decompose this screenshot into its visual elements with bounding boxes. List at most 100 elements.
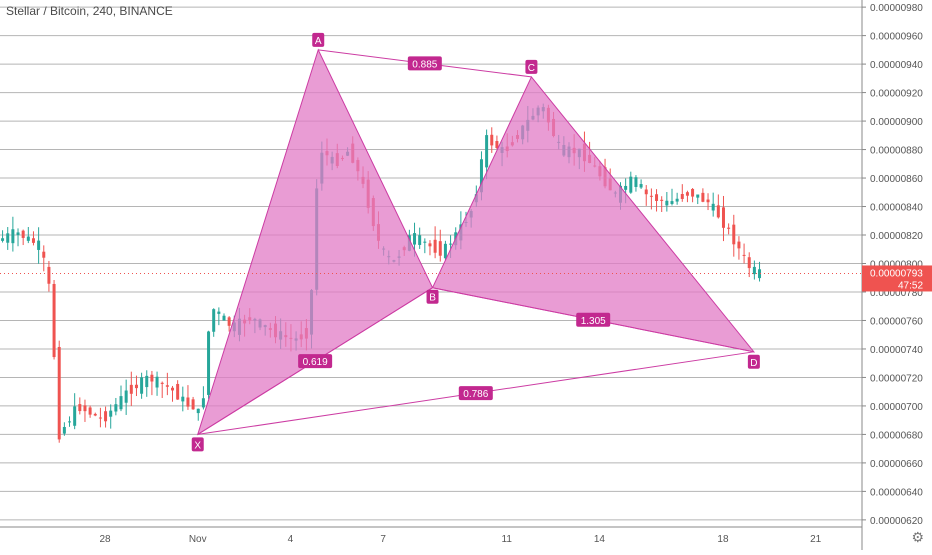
price-tick-label: 0.00000720: [870, 373, 923, 384]
candle-body: [11, 229, 15, 244]
pattern-triangle-bcd: [431, 75, 756, 353]
candle-body: [47, 266, 51, 284]
price-tick-label: 0.00000660: [870, 459, 923, 470]
candle-body: [727, 227, 731, 229]
time-tick-label: 21: [810, 534, 822, 545]
candle-body: [696, 194, 700, 198]
candle-body: [129, 384, 133, 394]
current-price-tag: [862, 265, 932, 292]
ratio-label-bd-bg: [576, 312, 611, 327]
candle-body: [752, 266, 756, 275]
candle-body: [711, 203, 715, 211]
candle-body: [737, 241, 741, 249]
candle-body: [83, 405, 87, 412]
candle-body: [495, 141, 499, 148]
candle-body: [124, 390, 128, 403]
candle-body: [52, 283, 56, 358]
price-tick-label: 0.00000700: [870, 402, 923, 413]
gear-icon[interactable]: ⚙: [911, 529, 924, 545]
candle-body: [201, 398, 205, 408]
candle-body: [680, 194, 684, 199]
candle-body: [742, 254, 746, 256]
candle-body: [675, 198, 679, 202]
candle-body: [644, 189, 648, 195]
current-price-value: 0.00000793: [870, 268, 923, 279]
pattern-point-x-text: X: [194, 440, 201, 451]
pattern-triangle-xab: [196, 48, 434, 436]
candle-body: [660, 199, 664, 201]
candle-body: [732, 224, 736, 245]
price-tick-label: 0.00000960: [870, 32, 923, 43]
price-tick-label: 0.00000840: [870, 203, 923, 214]
price-tick-label: 0.00000920: [870, 89, 923, 100]
candle-body: [191, 399, 195, 410]
candle-body: [449, 243, 453, 245]
price-tick-label: 0.00000980: [870, 3, 923, 14]
candle-body: [37, 240, 41, 250]
pattern-point-b: B: [426, 289, 439, 304]
candle-body: [758, 269, 762, 279]
candle-body: [31, 238, 35, 243]
candle-body: [73, 406, 77, 426]
candle-body: [145, 375, 149, 388]
ratio-label-xd: 0.786: [458, 386, 493, 401]
candle-body: [629, 176, 633, 193]
time-tick-label: 7: [380, 534, 386, 545]
candle-body: [68, 421, 72, 423]
candle-body: [93, 413, 97, 416]
candle-body: [78, 404, 82, 412]
candle-body: [134, 384, 138, 389]
price-tick-label: 0.00000900: [870, 117, 923, 128]
price-tick-label: 0.00000680: [870, 430, 923, 441]
price-tick-label: 0.00000880: [870, 146, 923, 157]
pattern-point-a: A: [312, 32, 325, 47]
price-tick-label: 0.00000820: [870, 231, 923, 242]
candle-body: [16, 232, 20, 236]
candle-body: [721, 207, 725, 228]
harmonic-pattern[interactable]: X A B C D 0.885 0.619 1.305 0.786: [191, 32, 760, 452]
ratio-label-bd: 1.305: [576, 312, 611, 327]
time-tick-label: 18: [717, 534, 729, 545]
price-tick-label: 0.00000800: [870, 260, 923, 271]
candle-body: [181, 396, 185, 402]
pattern-point-d: D: [747, 354, 760, 369]
ratio-label-xb: 0.619: [298, 354, 333, 369]
candle-body: [176, 383, 180, 400]
candle-body: [165, 385, 169, 387]
candle-body: [196, 408, 200, 414]
ratio-label-ac: 0.885: [407, 56, 442, 71]
candle-body: [57, 346, 61, 440]
chart-title: Stellar / Bitcoin, 240, BINANCE: [6, 4, 173, 18]
pattern-point-x: X: [191, 437, 204, 452]
ratio-label-xb-bg: [298, 354, 333, 369]
candle-body: [171, 387, 175, 391]
candle-body: [665, 200, 669, 206]
time-axis[interactable]: 28 Nov 4 7 11 14 18 21: [99, 534, 821, 545]
price-tick-label: 0.00000780: [870, 288, 923, 299]
ratio-label-ac-bg: [407, 56, 442, 71]
time-tick-label: Nov: [189, 534, 207, 545]
candle-body: [716, 205, 720, 218]
candle-body: [160, 382, 164, 384]
candle-body: [624, 185, 628, 190]
candle-body: [155, 376, 159, 388]
pattern-point-c-bg: [525, 59, 538, 74]
countdown-timer: 47:52: [898, 280, 923, 291]
candle-body: [438, 241, 442, 256]
candle-body: [433, 239, 437, 253]
pattern-point-c-text: C: [528, 63, 535, 74]
candle-body: [691, 188, 695, 197]
candle-body: [413, 233, 417, 245]
ratio-label-xd-text: 0.786: [463, 389, 488, 400]
candle-body: [634, 177, 638, 187]
ratio-label-xd-bg: [458, 386, 493, 401]
candle-body: [98, 417, 102, 419]
candle-body: [109, 410, 113, 417]
candle-body: [485, 135, 489, 168]
pattern-point-a-text: A: [315, 36, 322, 47]
candle-body: [747, 257, 751, 269]
candle-body: [150, 374, 154, 382]
candle-body: [42, 251, 46, 258]
